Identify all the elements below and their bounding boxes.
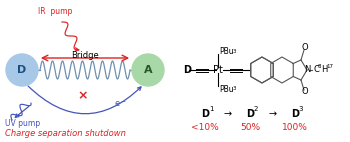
Text: UV pump: UV pump (5, 120, 40, 129)
Text: ×: × (78, 89, 88, 103)
Text: <10%: <10% (191, 124, 219, 132)
Text: 1: 1 (209, 106, 213, 112)
Text: 2: 2 (254, 106, 258, 112)
Text: D: D (201, 109, 209, 119)
Text: IR  pump: IR pump (38, 8, 72, 16)
Text: 17: 17 (326, 64, 333, 69)
Text: D: D (291, 109, 299, 119)
Text: 50%: 50% (240, 124, 260, 132)
Text: D: D (18, 65, 27, 75)
Text: N: N (304, 65, 310, 75)
Text: 3: 3 (299, 106, 303, 112)
Text: PBu: PBu (219, 84, 234, 93)
Text: →: → (224, 109, 232, 119)
Text: Charge separation shutdown: Charge separation shutdown (5, 130, 126, 138)
FancyArrowPatch shape (28, 86, 141, 114)
Text: 3: 3 (233, 49, 237, 54)
Text: H: H (321, 65, 327, 75)
Text: O: O (302, 43, 308, 53)
Text: →: → (269, 109, 277, 119)
Text: PBu: PBu (219, 48, 234, 57)
Text: 100%: 100% (282, 124, 308, 132)
Circle shape (6, 54, 38, 86)
Text: 8: 8 (318, 64, 322, 69)
Text: Pt: Pt (213, 65, 223, 75)
Text: A: A (144, 65, 152, 75)
Circle shape (132, 54, 164, 86)
Text: D: D (183, 65, 191, 75)
Text: Bridge: Bridge (71, 52, 99, 60)
Text: C: C (313, 65, 319, 75)
Text: D: D (246, 109, 254, 119)
Text: O: O (302, 87, 308, 97)
Text: e$^-$: e$^-$ (114, 99, 126, 109)
Text: 3: 3 (233, 86, 237, 91)
